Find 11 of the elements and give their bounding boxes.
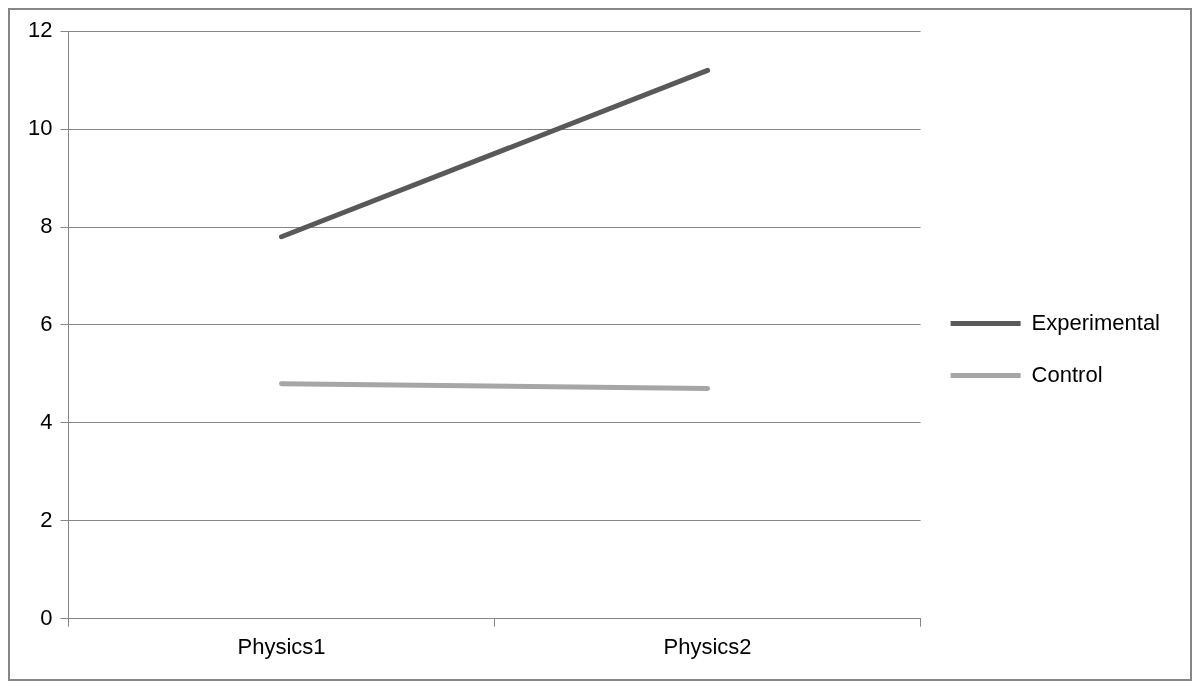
y-tick-label: 8 — [40, 213, 53, 239]
x-tick-label: Physics2 — [663, 633, 752, 659]
y-tick-label: 0 — [40, 604, 53, 630]
legend-label: Control — [1031, 361, 1103, 387]
legend-label: Experimental — [1031, 309, 1160, 335]
y-tick-label: 10 — [27, 115, 53, 141]
y-tick-label: 2 — [40, 506, 53, 532]
y-tick-label: 4 — [40, 408, 53, 434]
y-tick-label: 6 — [40, 310, 53, 336]
y-tick-label: 12 — [27, 17, 53, 43]
x-tick-label: Physics1 — [237, 633, 326, 659]
